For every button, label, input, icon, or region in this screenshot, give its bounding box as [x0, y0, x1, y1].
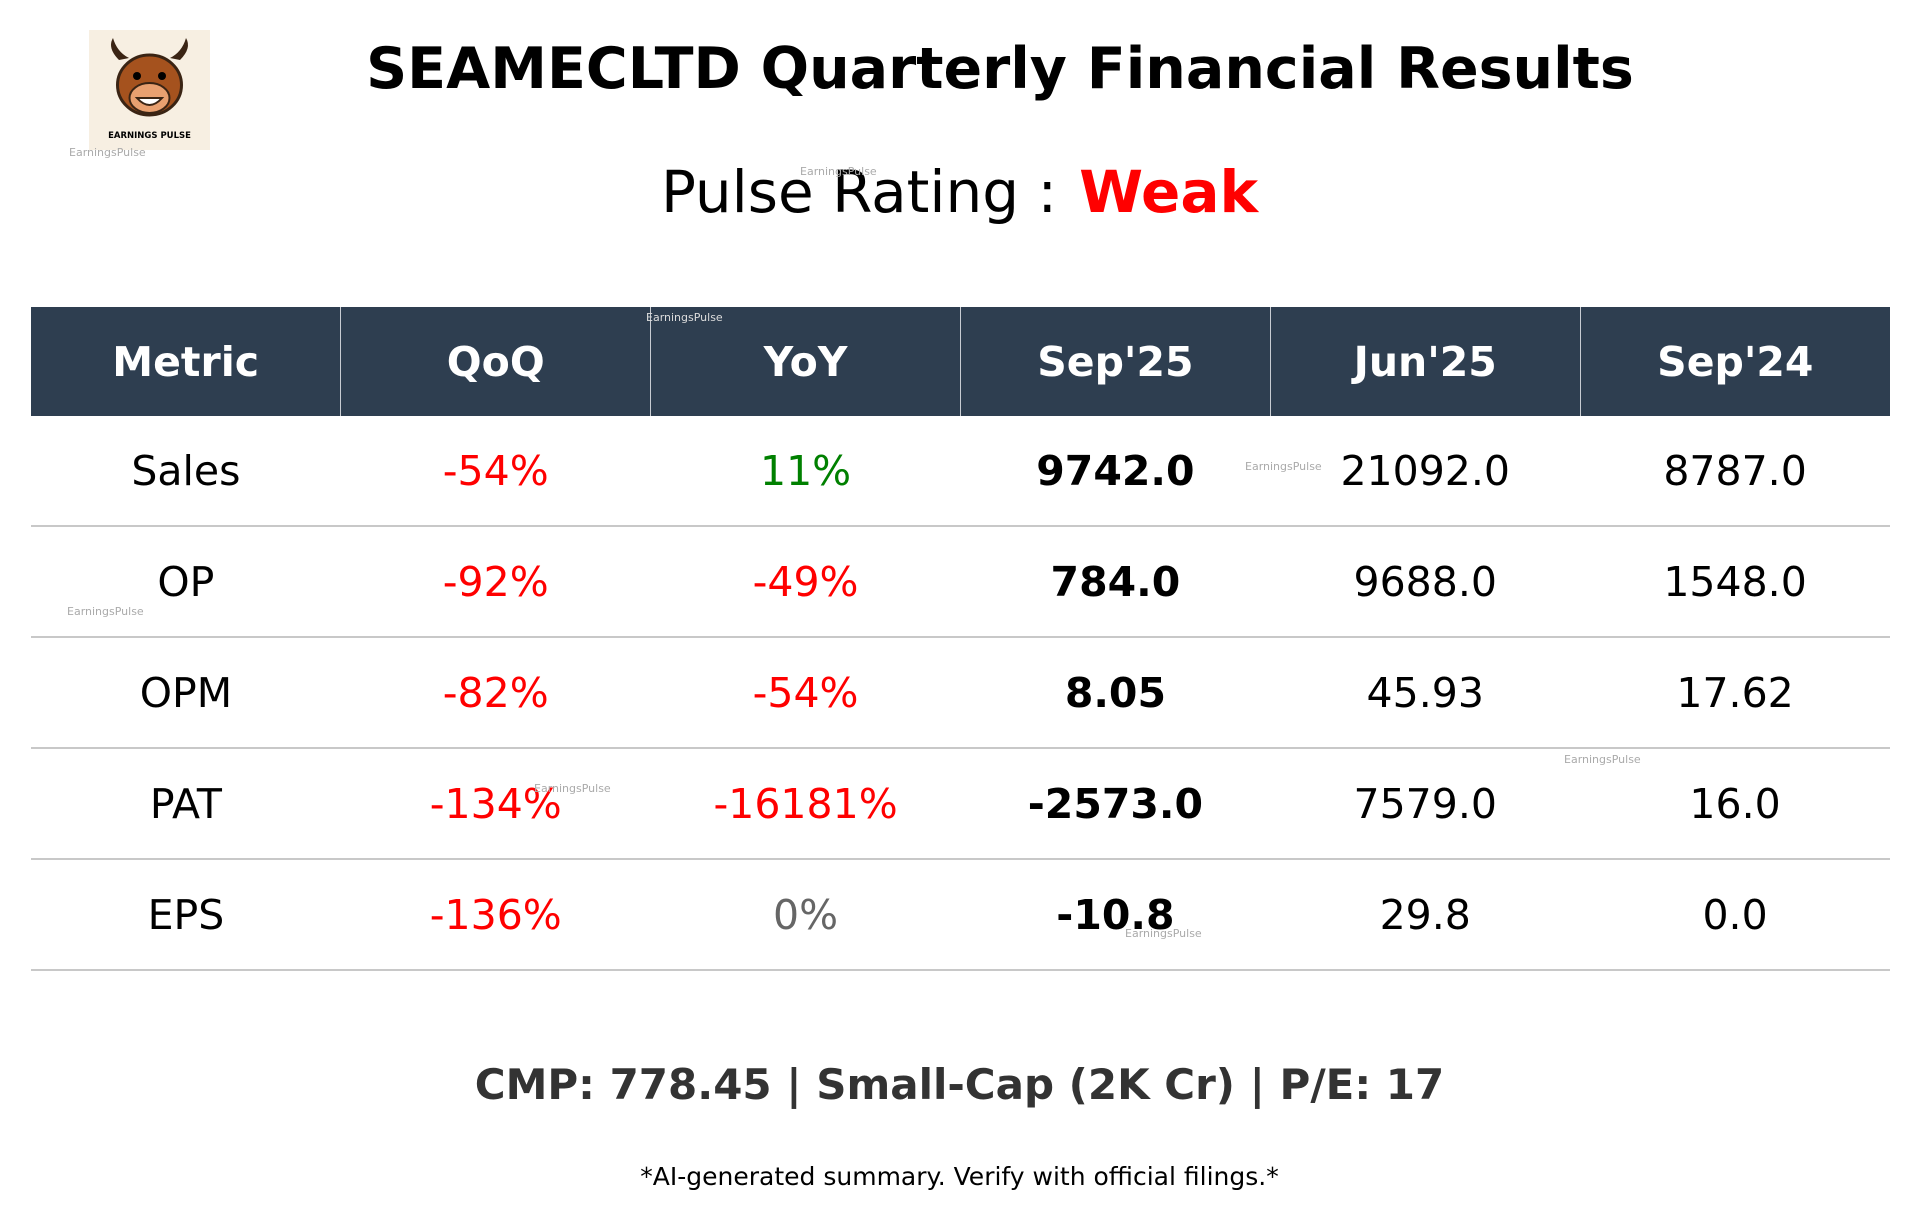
watermark: EarningsPulse: [800, 165, 877, 178]
table-cell: 45.93: [1270, 637, 1581, 749]
watermark: EarningsPulse: [69, 146, 146, 159]
table-body: Sales -54% 11% 9742.0 21092.0 8787.0 OP -92% -49…: [31, 416, 1890, 971]
table-cell: EPS: [31, 859, 341, 971]
table-cell: PAT: [31, 748, 341, 860]
table-row: Sales -54% 11% 9742.0 21092.0 8787.0: [31, 416, 1890, 527]
table-cell: -54%: [650, 637, 961, 749]
rating-value: Weak: [1079, 158, 1259, 226]
table-row: PAT -134% -16181% -2573.0 7579.0 16.0: [31, 748, 1890, 860]
table-cell: -134%: [340, 748, 651, 860]
watermark: EarningsPulse: [534, 782, 611, 795]
logo: EARNINGS PULSE: [89, 30, 210, 150]
column-header: Sep'25: [959, 307, 1271, 416]
table-cell: -2573.0: [960, 748, 1271, 860]
table-cell: OPM: [31, 637, 341, 749]
table-cell: -49%: [650, 526, 961, 638]
table-cell: 1548.0: [1580, 526, 1890, 638]
column-header: QoQ: [340, 307, 651, 416]
table-cell: 17.62: [1580, 637, 1890, 749]
table-cell: 8787.0: [1580, 416, 1890, 527]
table-cell: -136%: [340, 859, 651, 971]
table-row: OP -92% -49% 784.0 9688.0 1548.0: [31, 526, 1890, 638]
table-row: EPS -136% 0% -10.8 29.8 0.0: [31, 859, 1890, 971]
table-cell: 29.8: [1270, 859, 1581, 971]
table-cell: 0%: [650, 859, 961, 971]
table-cell: 9742.0: [960, 416, 1271, 527]
column-header: Sep'24: [1579, 307, 1890, 416]
title: SEAMECLTD Quarterly Financial Results: [366, 36, 1634, 102]
rating: Pulse Rating : Weak: [0, 158, 1919, 226]
watermark: EarningsPulse: [1564, 753, 1641, 766]
summary: CMP: 778.45 | Small-Cap (2K Cr) | P/E: 1…: [474, 1060, 1445, 1109]
table-cell: -10.8: [960, 859, 1271, 971]
table-cell: Sales: [31, 416, 341, 527]
table-cell: 7579.0: [1270, 748, 1581, 860]
header-row: Metric QoQ YoY Sep'25 Jun'25 Sep'24: [31, 307, 1890, 416]
table-cell: -16181%: [650, 748, 961, 860]
logo-text: EARNINGS PULSE: [108, 131, 191, 141]
watermark: EarningsPulse: [646, 311, 723, 324]
column-header: YoY: [650, 307, 961, 416]
table-cell: -92%: [340, 526, 651, 638]
column-header: Jun'25: [1269, 307, 1581, 416]
watermark: EarningsPulse: [1245, 460, 1322, 473]
table-cell: OP: [31, 526, 341, 638]
watermark: EarningsPulse: [1125, 927, 1202, 940]
results-table: Metric QoQ YoY Sep'25 Jun'25 Sep'24 Sales -54% 1…: [31, 307, 1890, 971]
table-cell: 8.05: [960, 637, 1271, 749]
table-cell: 0.0: [1580, 859, 1890, 971]
table-cell: -82%: [340, 637, 651, 749]
table-cell: 11%: [650, 416, 961, 527]
table-row: OPM -82% -54% 8.05 45.93 17.62: [31, 637, 1890, 749]
column-header: Metric: [31, 307, 341, 416]
rating-label: Pulse Rating :: [660, 158, 1058, 226]
table-cell: -54%: [340, 416, 651, 527]
table-head: Metric QoQ YoY Sep'25 Jun'25 Sep'24: [31, 307, 1890, 416]
table-cell: 16.0: [1580, 748, 1890, 860]
table-cell: 784.0: [960, 526, 1271, 638]
disclaimer: *AI-generated summary. Verify with offic…: [640, 1162, 1279, 1191]
table-cell: 21092.0: [1270, 416, 1581, 527]
table-cell: 9688.0: [1270, 526, 1581, 638]
watermark: EarningsPulse: [67, 605, 144, 618]
